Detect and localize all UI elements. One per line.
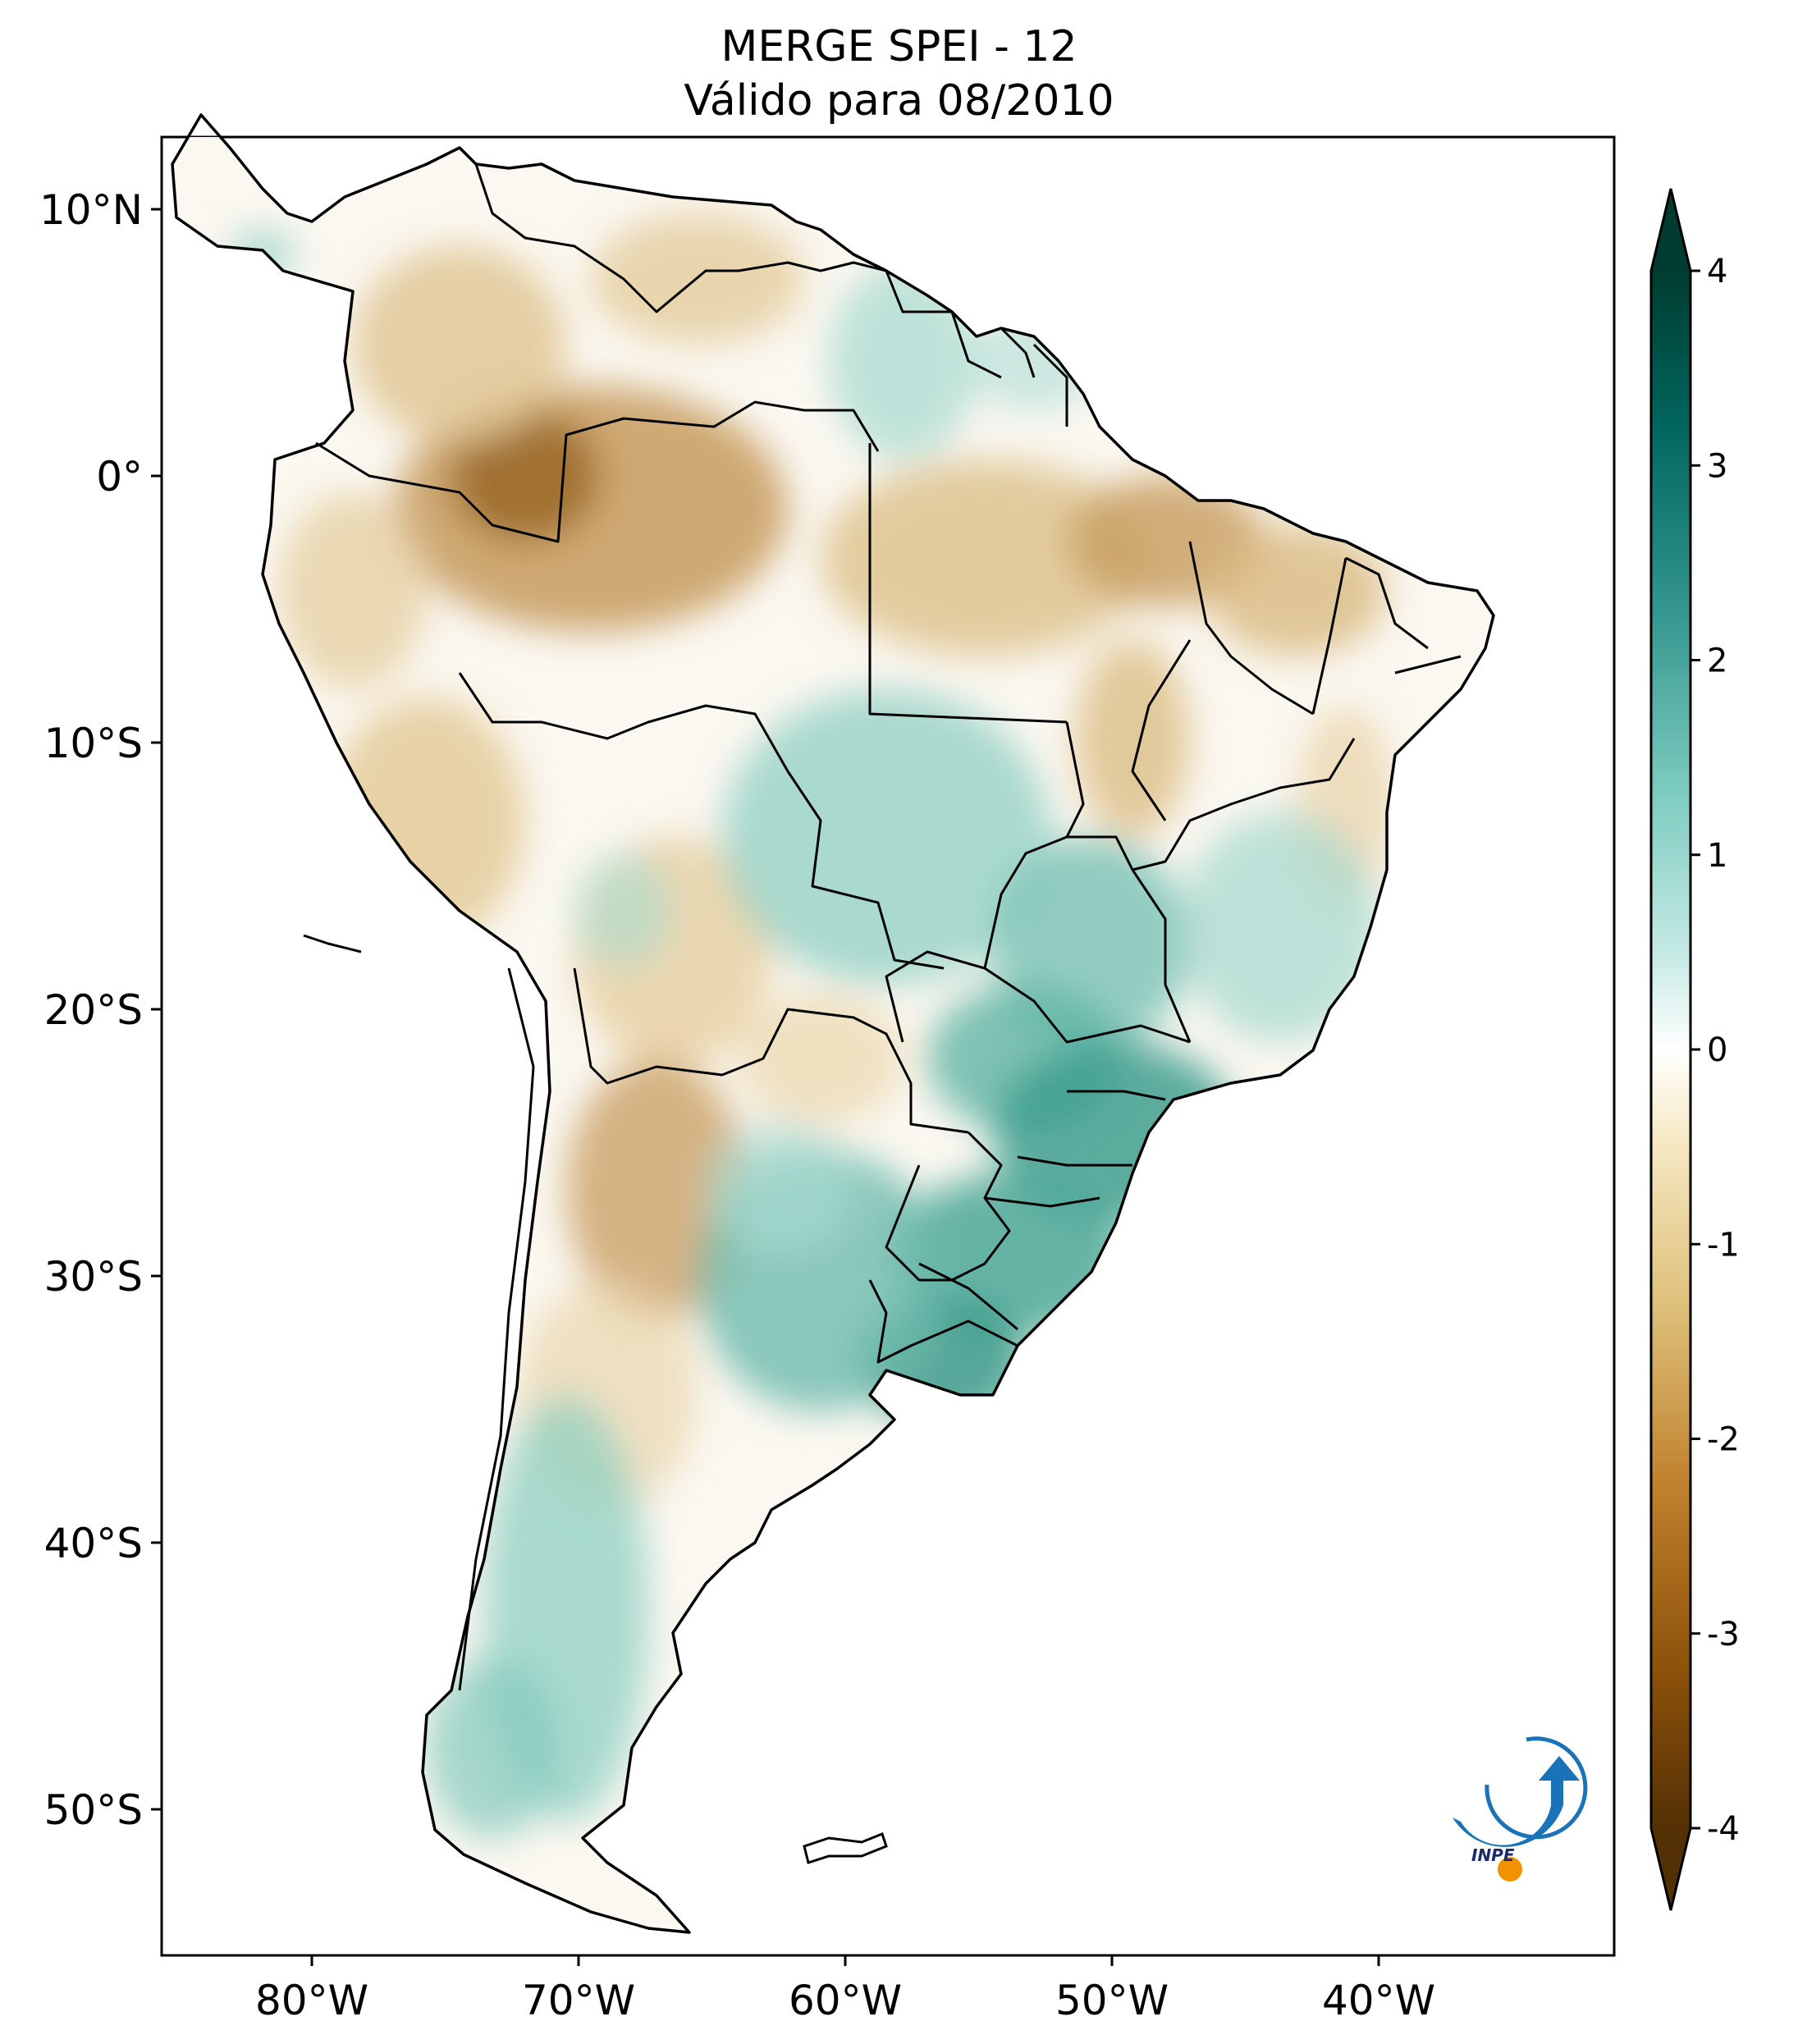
colorbar-tick-label: 4: [1707, 253, 1727, 290]
border-venezuela-colombia-brazil: [474, 163, 887, 313]
border-guianas: [885, 270, 1068, 427]
lat-label: 20°S: [44, 986, 143, 1034]
lon-label: 80°W: [255, 1977, 368, 2024]
colorbar-extend-max: [1651, 189, 1690, 271]
colorbar-tick-label: 0: [1707, 1031, 1727, 1069]
border-uruguay: [868, 1279, 1018, 1364]
lon-label: 70°W: [522, 1977, 635, 2024]
lon-label: 60°W: [789, 1977, 902, 2024]
colorbar-tick-label: 3: [1707, 447, 1727, 485]
coastline: [171, 113, 1495, 1934]
latitude-axis: 10°N 0° 10°S 20°S 30°S 40°S 50°S: [39, 186, 162, 1834]
map-title: MERGE SPEI - 12: [721, 22, 1077, 71]
logo-text: INPE: [1471, 1845, 1515, 1865]
colorbar-tick-label: -3: [1707, 1616, 1740, 1653]
lon-label: 40°W: [1322, 1977, 1435, 2024]
colorbar-tick-label: 2: [1707, 642, 1727, 680]
inpe-logo: INPE: [1453, 1736, 1588, 1882]
falkland-islands: [803, 1832, 888, 1864]
colorbar-extend-min: [1651, 1828, 1690, 1910]
colorbar-tick-label: -4: [1707, 1810, 1740, 1848]
border-bolivia-argentina-paraguay: [573, 967, 969, 1134]
colorbar-gradient: [1651, 271, 1690, 1828]
colorbar-tick-label: -1: [1707, 1226, 1740, 1264]
lat-label: 40°S: [44, 1520, 143, 1567]
borders: [303, 163, 1462, 1691]
border-colombia-peru-brazil: [315, 400, 880, 543]
lat-label: 50°S: [44, 1786, 143, 1834]
colorbar-tick-label: -2: [1707, 1421, 1740, 1459]
lat-label: 0°: [96, 453, 143, 501]
lon-label: 50°W: [1055, 1977, 1169, 2024]
lat-label: 10°S: [44, 720, 143, 767]
colorbar: 4 3 2 1 0 -1 -2 -3 -4: [1649, 188, 1740, 1911]
border-paraguay: [885, 1131, 1011, 1282]
border-peru-bolivia-brazil: [458, 672, 945, 970]
border-chile-argentina: [458, 967, 535, 1691]
lat-label: 30°S: [44, 1253, 143, 1301]
border-brazil-states: [868, 443, 1462, 1331]
border-ecuador: [303, 934, 362, 953]
map-subtitle: Válido para 08/2010: [684, 76, 1114, 126]
lat-label: 10°N: [39, 186, 143, 234]
colorbar-tick-label: 1: [1707, 837, 1727, 875]
longitude-axis: 80°W 70°W 60°W 50°W 40°W: [255, 1955, 1435, 2024]
